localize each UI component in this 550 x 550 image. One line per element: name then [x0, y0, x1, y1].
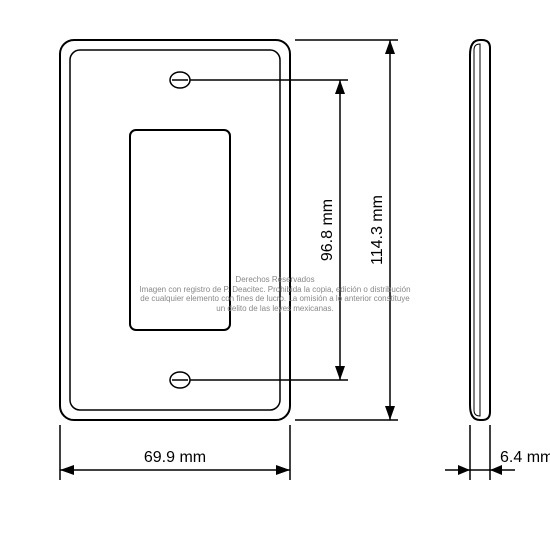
- dim-total-height-label: 114.3 mm: [369, 195, 386, 265]
- dim-screw-height: 96.8 mm: [190, 80, 348, 380]
- screw-top: [170, 72, 190, 88]
- plate-outer: [60, 40, 290, 420]
- dim-screw-height-label: 96.8 mm: [319, 199, 336, 261]
- side-profile: [470, 40, 490, 420]
- dim-width-label: 69.9 mm: [144, 449, 206, 466]
- dim-depth-label: 6.4 mm: [500, 449, 550, 466]
- plate-cutout: [130, 130, 230, 330]
- screw-bottom: [170, 372, 190, 388]
- dim-width: 69.9 mm: [60, 425, 290, 480]
- dim-total-height: 114.3 mm: [295, 40, 398, 420]
- technical-diagram: 69.9 mm 6.4 mm 96.8 mm 114.3 mm Derechos…: [0, 0, 550, 550]
- dim-depth: 6.4 mm: [445, 425, 550, 480]
- diagram-svg: 69.9 mm 6.4 mm 96.8 mm 114.3 mm: [0, 0, 550, 550]
- plate-inner-ridge: [70, 50, 280, 410]
